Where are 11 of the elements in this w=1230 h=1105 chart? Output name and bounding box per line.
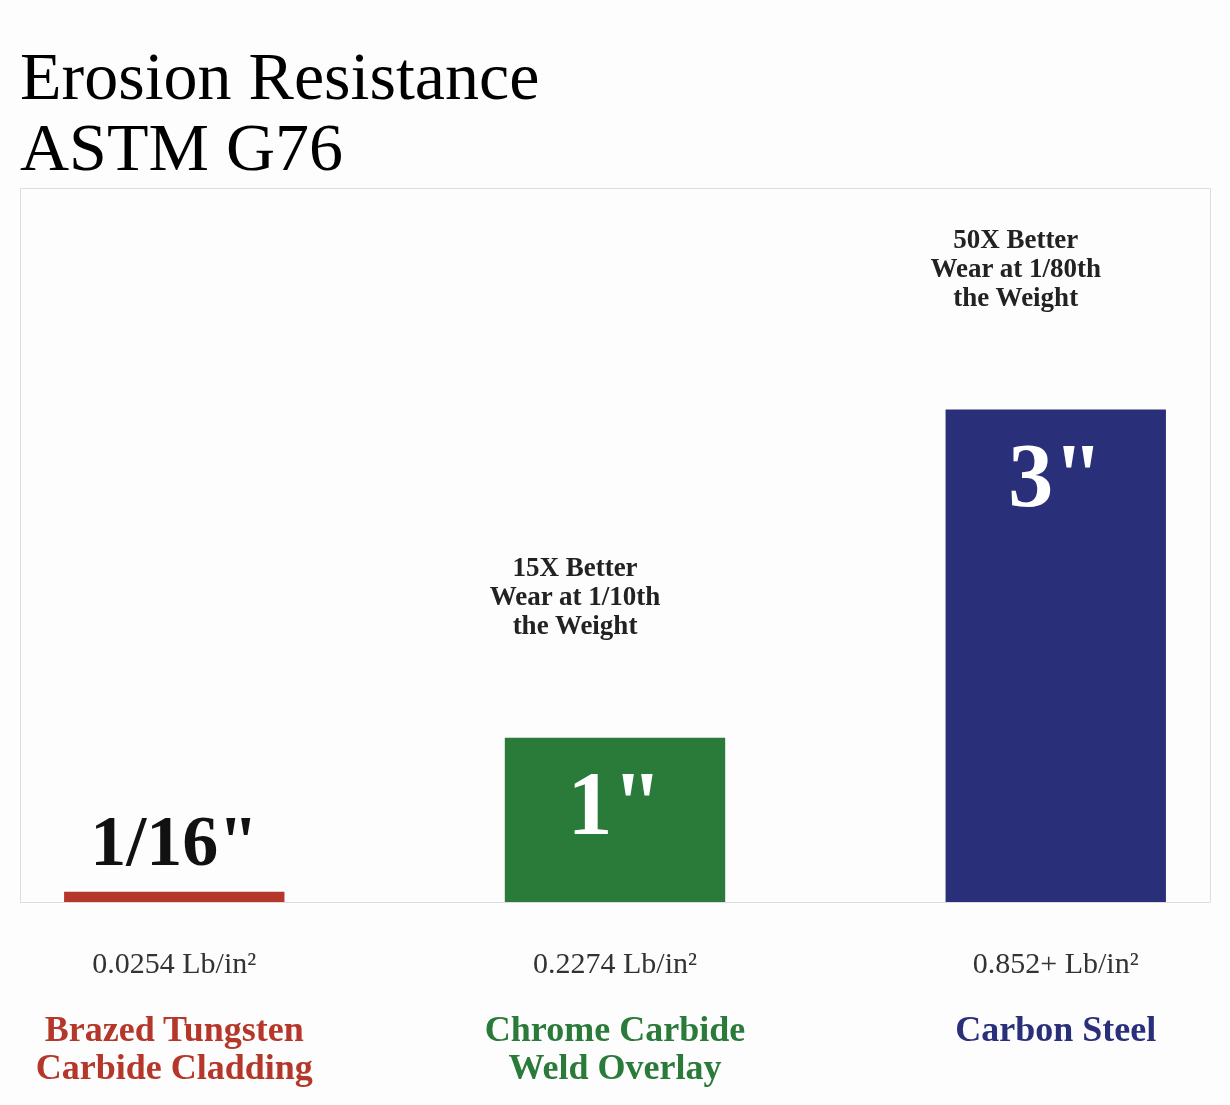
text: 0.0254 Lb/in² [92, 946, 257, 979]
text: 0.2274 Lb/in² [533, 946, 697, 979]
data-label: 1/16" [90, 800, 259, 881]
x-tick-label: Chrome Carbide Weld Overlay [484, 1008, 746, 1087]
data-label: 1" [567, 753, 663, 853]
x-tick-label: Brazed Tungsten Carbide Cladding [35, 1008, 313, 1087]
annotation: 15X Better Wear at 1/10th the Weight [489, 551, 661, 640]
text: 0.852+ Lb/in² [972, 946, 1139, 979]
x-tick-label: Carbon Steel [955, 1008, 1157, 1049]
data-label: 3" [1008, 425, 1104, 525]
text: 50X Better Wear at 1/80th the Weight [930, 223, 1101, 312]
